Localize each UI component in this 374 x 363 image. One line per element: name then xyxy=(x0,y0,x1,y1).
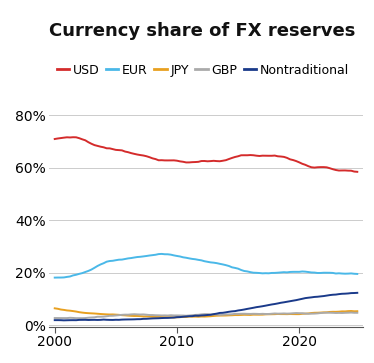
JPY xyxy=(111,312,115,317)
EUR xyxy=(123,257,127,261)
JPY xyxy=(52,306,57,310)
USD xyxy=(71,135,75,139)
JPY xyxy=(355,309,359,313)
GBP xyxy=(343,311,347,315)
USD xyxy=(114,148,118,152)
Line: USD: USD xyxy=(55,137,357,172)
EUR xyxy=(111,258,115,263)
USD xyxy=(211,159,216,163)
JPY xyxy=(334,310,338,314)
GBP xyxy=(355,311,359,315)
EUR xyxy=(159,252,164,256)
Nontraditional xyxy=(126,317,130,322)
JPY xyxy=(211,314,216,318)
Text: Currency share of FX reserves: Currency share of FX reserves xyxy=(49,22,355,40)
EUR xyxy=(211,261,216,265)
Nontraditional xyxy=(236,308,240,313)
GBP xyxy=(211,312,216,317)
USD xyxy=(355,170,359,174)
Nontraditional xyxy=(62,318,66,323)
Nontraditional xyxy=(343,291,347,296)
JPY xyxy=(343,309,347,314)
JPY xyxy=(172,315,176,320)
Nontraditional xyxy=(211,312,216,316)
Legend: USD, EUR, JPY, GBP, Nontraditional: USD, EUR, JPY, GBP, Nontraditional xyxy=(52,59,354,82)
GBP xyxy=(114,313,118,318)
GBP xyxy=(52,316,57,320)
USD xyxy=(52,137,57,141)
GBP xyxy=(334,311,338,315)
JPY xyxy=(236,313,240,317)
Nontraditional xyxy=(114,318,118,322)
EUR xyxy=(355,272,359,276)
EUR xyxy=(236,266,240,271)
Nontraditional xyxy=(334,292,338,297)
GBP xyxy=(80,316,85,321)
GBP xyxy=(349,310,353,315)
Nontraditional xyxy=(355,291,359,295)
GBP xyxy=(126,313,130,317)
USD xyxy=(334,168,338,172)
EUR xyxy=(52,276,57,280)
Line: JPY: JPY xyxy=(55,308,357,318)
Line: EUR: EUR xyxy=(55,254,357,278)
JPY xyxy=(123,313,127,318)
Nontraditional xyxy=(52,318,57,322)
USD xyxy=(343,168,347,173)
EUR xyxy=(343,272,347,276)
GBP xyxy=(236,312,240,316)
Line: GBP: GBP xyxy=(55,313,357,318)
EUR xyxy=(334,271,338,276)
USD xyxy=(236,154,240,158)
Line: Nontraditional: Nontraditional xyxy=(55,293,357,321)
USD xyxy=(126,150,130,154)
